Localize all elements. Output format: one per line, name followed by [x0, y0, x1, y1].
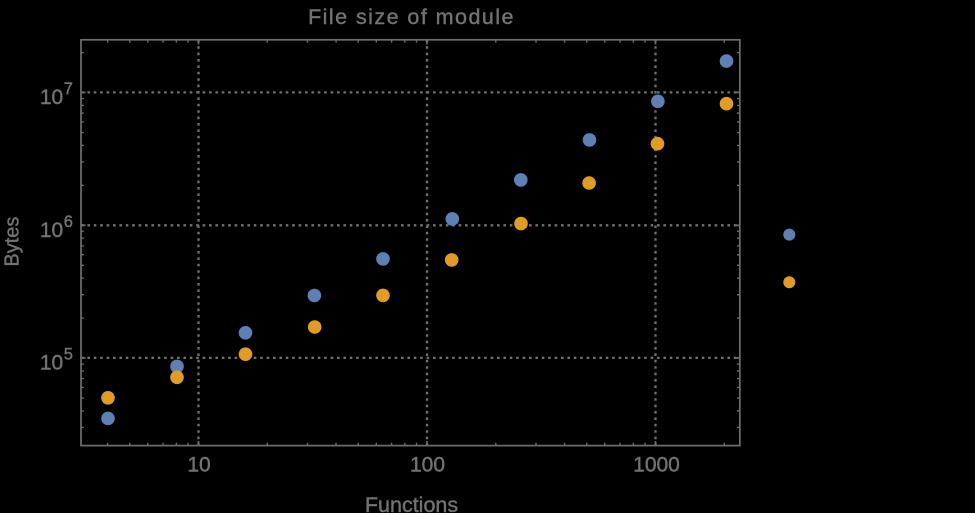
svg-text:6: 6: [64, 213, 73, 231]
svg-text:10: 10: [40, 219, 63, 242]
svg-text:1000: 1000: [633, 453, 680, 476]
svg-text:10: 10: [40, 352, 63, 375]
svg-text:10: 10: [40, 86, 63, 109]
svg-text:Bytes: Bytes: [1, 217, 23, 267]
svg-text:5: 5: [64, 345, 73, 363]
svg-text:10: 10: [187, 453, 210, 476]
svg-text:7: 7: [64, 80, 73, 98]
svg-text:File size of module: File size of module: [308, 5, 515, 29]
svg-text:100: 100: [410, 453, 445, 476]
svg-text:Functions: Functions: [365, 493, 458, 513]
